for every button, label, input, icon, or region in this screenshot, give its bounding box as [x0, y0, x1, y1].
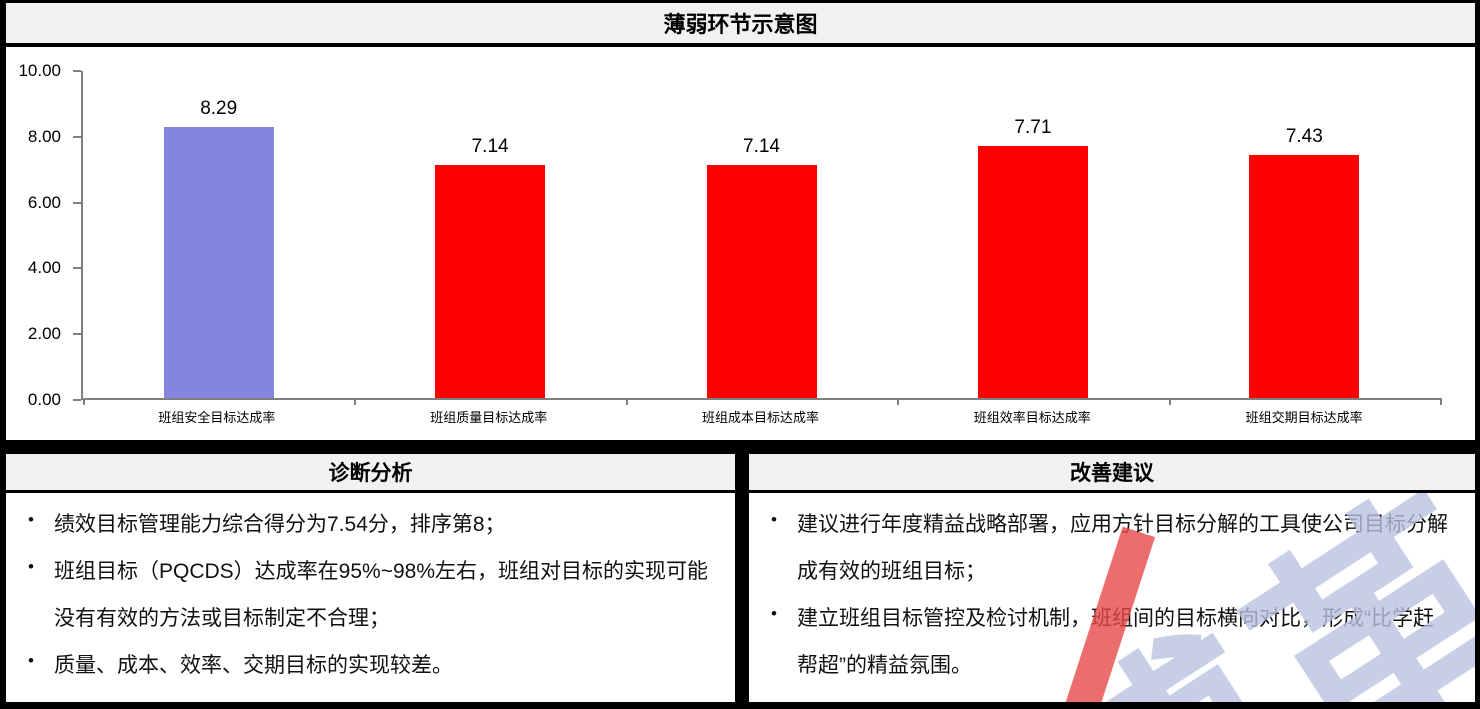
diagnosis-panel: 诊断分析 绩效目标管理能力综合得分为7.54分，排序第8；班组目标（PQCDS）…	[6, 454, 735, 702]
weak-links-bar-chart: 10.00 8.00 6.00 4.00 2.00 0.00 8.29 7.14 7.14 7.…	[6, 47, 1475, 440]
y-axis-tick	[73, 135, 81, 138]
bar-value-label: 7.43	[1285, 126, 1323, 148]
diagnosis-body: 绩效目标管理能力综合得分为7.54分，排序第8；班组目标（PQCDS）达成率在9…	[6, 493, 735, 702]
bar-column: 7.14	[354, 71, 625, 398]
bar-column: 7.43	[1169, 71, 1440, 398]
y-axis-tick	[73, 333, 81, 336]
category-label: 班组成本目标达成率	[701, 410, 819, 425]
suggestions-header: 改善建议	[749, 454, 1475, 493]
bullet-item: 建立班组目标管控及检讨机制，班组间的目标横向对比，形成“比学赶帮超”的精益氛围。	[765, 595, 1451, 689]
bar-columns: 8.29 7.14 7.14 7.71 7.43	[83, 71, 1440, 398]
y-axis-tick-label: 4.00	[27, 258, 61, 278]
bar-value-label: 7.71	[1014, 116, 1052, 138]
x-axis-tick	[625, 398, 628, 405]
bar	[435, 164, 546, 398]
y-axis-tick-label: 6.00	[27, 192, 61, 212]
suggestions-bullet-list: 建议进行年度精益战略部署，应用方针目标分解的工具使公司目标分解成有效的班组目标；…	[765, 501, 1451, 689]
y-axis-tick-label: 0.00	[27, 390, 61, 409]
bar-column: 7.71	[897, 71, 1168, 398]
bar-column: 8.29	[83, 71, 354, 398]
bullet-item: 质量、成本、效率、交期目标的实现较差。	[22, 642, 711, 689]
y-axis-tick	[73, 399, 81, 401]
category-label: 班组效率目标达成率	[973, 410, 1091, 425]
vertical-divider	[735, 454, 749, 702]
bullet-item: 绩效目标管理能力综合得分为7.54分，排序第8；	[22, 501, 711, 548]
x-axis-ticks	[83, 398, 1442, 406]
diagnosis-bullet-list: 绩效目标管理能力综合得分为7.54分，排序第8；班组目标（PQCDS）达成率在9…	[22, 501, 711, 689]
y-axis-tick-label: 2.00	[27, 324, 61, 344]
plot-wrap: 10.00 8.00 6.00 4.00 2.00 0.00 8.29 7.14 7.14 7.…	[18, 61, 1442, 409]
suggestions-header-label: 改善建议	[1070, 462, 1154, 485]
bar	[977, 145, 1088, 398]
bullet-item: 班组目标（PQCDS）达成率在95%~98%左右，班组对目标的实现可能没有有效的…	[22, 548, 711, 642]
bar	[1249, 155, 1360, 398]
chart-title-bar: 薄弱环节示意图	[6, 3, 1475, 47]
bar-value-label: 7.14	[471, 135, 509, 157]
bottom-panels: 诊断分析 绩效目标管理能力综合得分为7.54分，排序第8；班组目标（PQCDS）…	[6, 454, 1475, 702]
y-axis-tick	[73, 201, 81, 204]
x-axis-tick	[1168, 398, 1171, 405]
plot-area: 8.29 7.14 7.14 7.71 7.43	[81, 71, 1442, 405]
bar-value-label: 8.29	[200, 97, 238, 119]
diagnosis-header-label: 诊断分析	[328, 462, 413, 485]
bar	[706, 164, 817, 398]
x-axis-tick	[354, 398, 357, 405]
bar-column: 7.14	[626, 71, 897, 398]
y-axis-tick	[73, 267, 81, 270]
suggestions-body: 建议进行年度精益战略部署，应用方针目标分解的工具使公司目标分解成有效的班组目标；…	[749, 493, 1475, 702]
bar	[163, 126, 274, 398]
category-label: 班组质量目标达成率	[430, 410, 548, 425]
y-axis-labels: 10.00 8.00 6.00 4.00 2.00 0.00	[6, 61, 81, 409]
y-axis-tick-label: 10.00	[18, 61, 61, 80]
y-axis-tick	[73, 70, 81, 72]
bar-value-label: 7.14	[743, 135, 780, 157]
suggestions-panel: 改善建议 建议进行年度精益战略部署，应用方针目标分解的工具使公司目标分解成有效的…	[749, 454, 1475, 702]
x-axis-tick	[897, 398, 900, 405]
category-label: 班组交期目标达成率	[1245, 410, 1363, 425]
horizontal-divider	[6, 440, 1475, 454]
x-axis-tick	[1440, 398, 1442, 405]
y-axis-tick-label: 8.00	[27, 126, 61, 146]
bullet-item: 建议进行年度精益战略部署，应用方针目标分解的工具使公司目标分解成有效的班组目标；	[765, 501, 1451, 595]
page-title: 薄弱环节示意图	[663, 12, 818, 37]
category-labels: 班组安全目标达成率 班组质量目标达成率 班组成本目标达成率 班组效率目标达成率 班组交期…	[81, 400, 1440, 426]
diagnosis-header: 诊断分析	[6, 454, 735, 493]
category-label: 班组安全目标达成率	[158, 410, 276, 425]
x-axis-tick	[83, 398, 85, 405]
